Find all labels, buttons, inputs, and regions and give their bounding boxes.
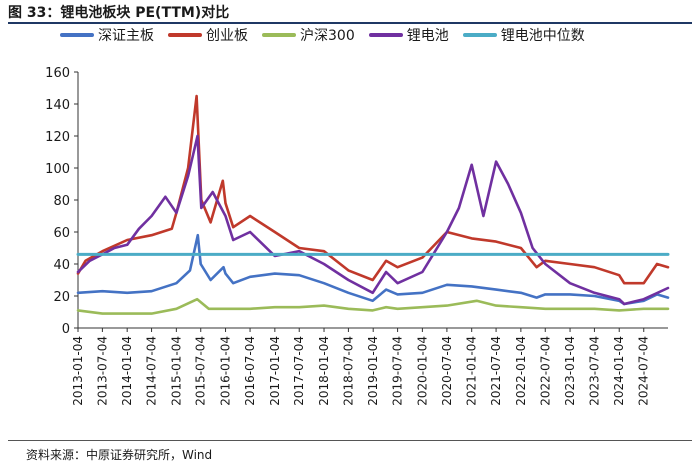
legend-label-lithium: 锂电池 [406, 28, 449, 44]
legend-swatch-lithium-median [462, 33, 497, 37]
legend-item-csi300: 沪深300 [262, 25, 355, 45]
x-tick-label: 2015-01-04 [169, 336, 183, 406]
title-rule [8, 22, 692, 24]
x-tick-label: 2014-01-04 [120, 336, 134, 406]
series-lines [76, 94, 670, 315]
y-tick-label: 40 [53, 258, 70, 273]
x-tick-label: 2022-07-04 [538, 336, 552, 406]
x-tick-label: 2013-01-04 [71, 336, 85, 406]
x-tick-label: 2015-07-04 [194, 336, 208, 406]
series-line-csi300 [76, 297, 670, 315]
x-tick-label: 2018-07-04 [341, 336, 355, 406]
legend-label-lithium-median: 锂电池中位数 [500, 28, 585, 44]
legend-label-shenzhen-main: 深证主板 [98, 28, 154, 44]
x-tick-label: 2024-01-04 [612, 336, 626, 406]
legend-item-lithium-median: 锂电池中位数 [462, 25, 585, 45]
x-tick-label: 2016-07-04 [243, 336, 257, 406]
legend-swatch-csi300 [262, 33, 296, 37]
x-tick-label: 2016-01-04 [219, 336, 233, 406]
x-tick-label: 2018-01-04 [317, 336, 331, 406]
legend-item-shenzhen-main: 深证主板 [60, 25, 154, 45]
x-tick-label: 2021-07-04 [489, 336, 503, 406]
x-tick-label: 2023-07-04 [587, 336, 601, 406]
y-tick-label: 100 [45, 162, 70, 177]
y-tick-label: 0 [62, 322, 70, 337]
x-tick-label: 2023-01-04 [563, 336, 577, 406]
y-tick-label: 140 [45, 98, 70, 113]
y-tick-label: 120 [45, 130, 70, 145]
legend-label-chinext: 创业板 [206, 28, 248, 44]
x-tick-label: 2021-01-04 [465, 336, 479, 406]
x-tick-label: 2017-01-04 [268, 336, 282, 406]
legend-swatch-chinext [168, 33, 202, 37]
series-line-lithium [76, 134, 670, 306]
legend-swatch-lithium [368, 33, 403, 37]
y-tick-label: 80 [53, 194, 70, 209]
chart-legend: 深证主板 创业板 沪深300 锂电池 锂电池中位数 [60, 25, 585, 45]
y-axis: 0 20 40 60 80 100 120 140 160 [45, 66, 79, 337]
x-tick-label: 2019-01-04 [366, 336, 380, 406]
x-axis: 2013-01-04 2013-07-04 2014-01-04 2014-07-04… [71, 327, 668, 406]
x-tick-label: 2014-07-04 [145, 336, 159, 406]
x-tick-label: 2024-07-04 [637, 336, 651, 406]
series-line-chinext [76, 94, 670, 285]
source-note: 资料来源：中原证券研究所，Wind [26, 448, 213, 462]
figure-title: 图 33：锂电池板块 PE(TTM)对比 [8, 5, 230, 21]
x-tick-label: 2013-07-04 [95, 336, 109, 406]
y-tick-label: 60 [53, 226, 70, 241]
x-tick-label: 2019-07-04 [391, 336, 405, 406]
pe-line-chart: 0 20 40 60 80 100 120 140 160 2013-01-04 2013-07-… [45, 66, 670, 406]
legend-item-chinext: 创业板 [168, 25, 248, 45]
x-tick-label: 2017-07-04 [292, 336, 306, 406]
y-tick-label: 20 [53, 290, 70, 305]
x-tick-label: 2020-07-04 [440, 336, 454, 406]
x-tick-label: 2022-01-04 [514, 336, 528, 406]
x-tick-label: 2020-01-04 [415, 336, 429, 406]
series-line-shenzhen-main [76, 233, 670, 306]
y-tick-label: 160 [45, 66, 70, 81]
legend-item-lithium: 锂电池 [368, 25, 449, 45]
footer-rule [8, 440, 692, 441]
legend-label-csi300: 沪深300 [300, 28, 355, 44]
legend-swatch-shenzhen-main [60, 33, 94, 37]
